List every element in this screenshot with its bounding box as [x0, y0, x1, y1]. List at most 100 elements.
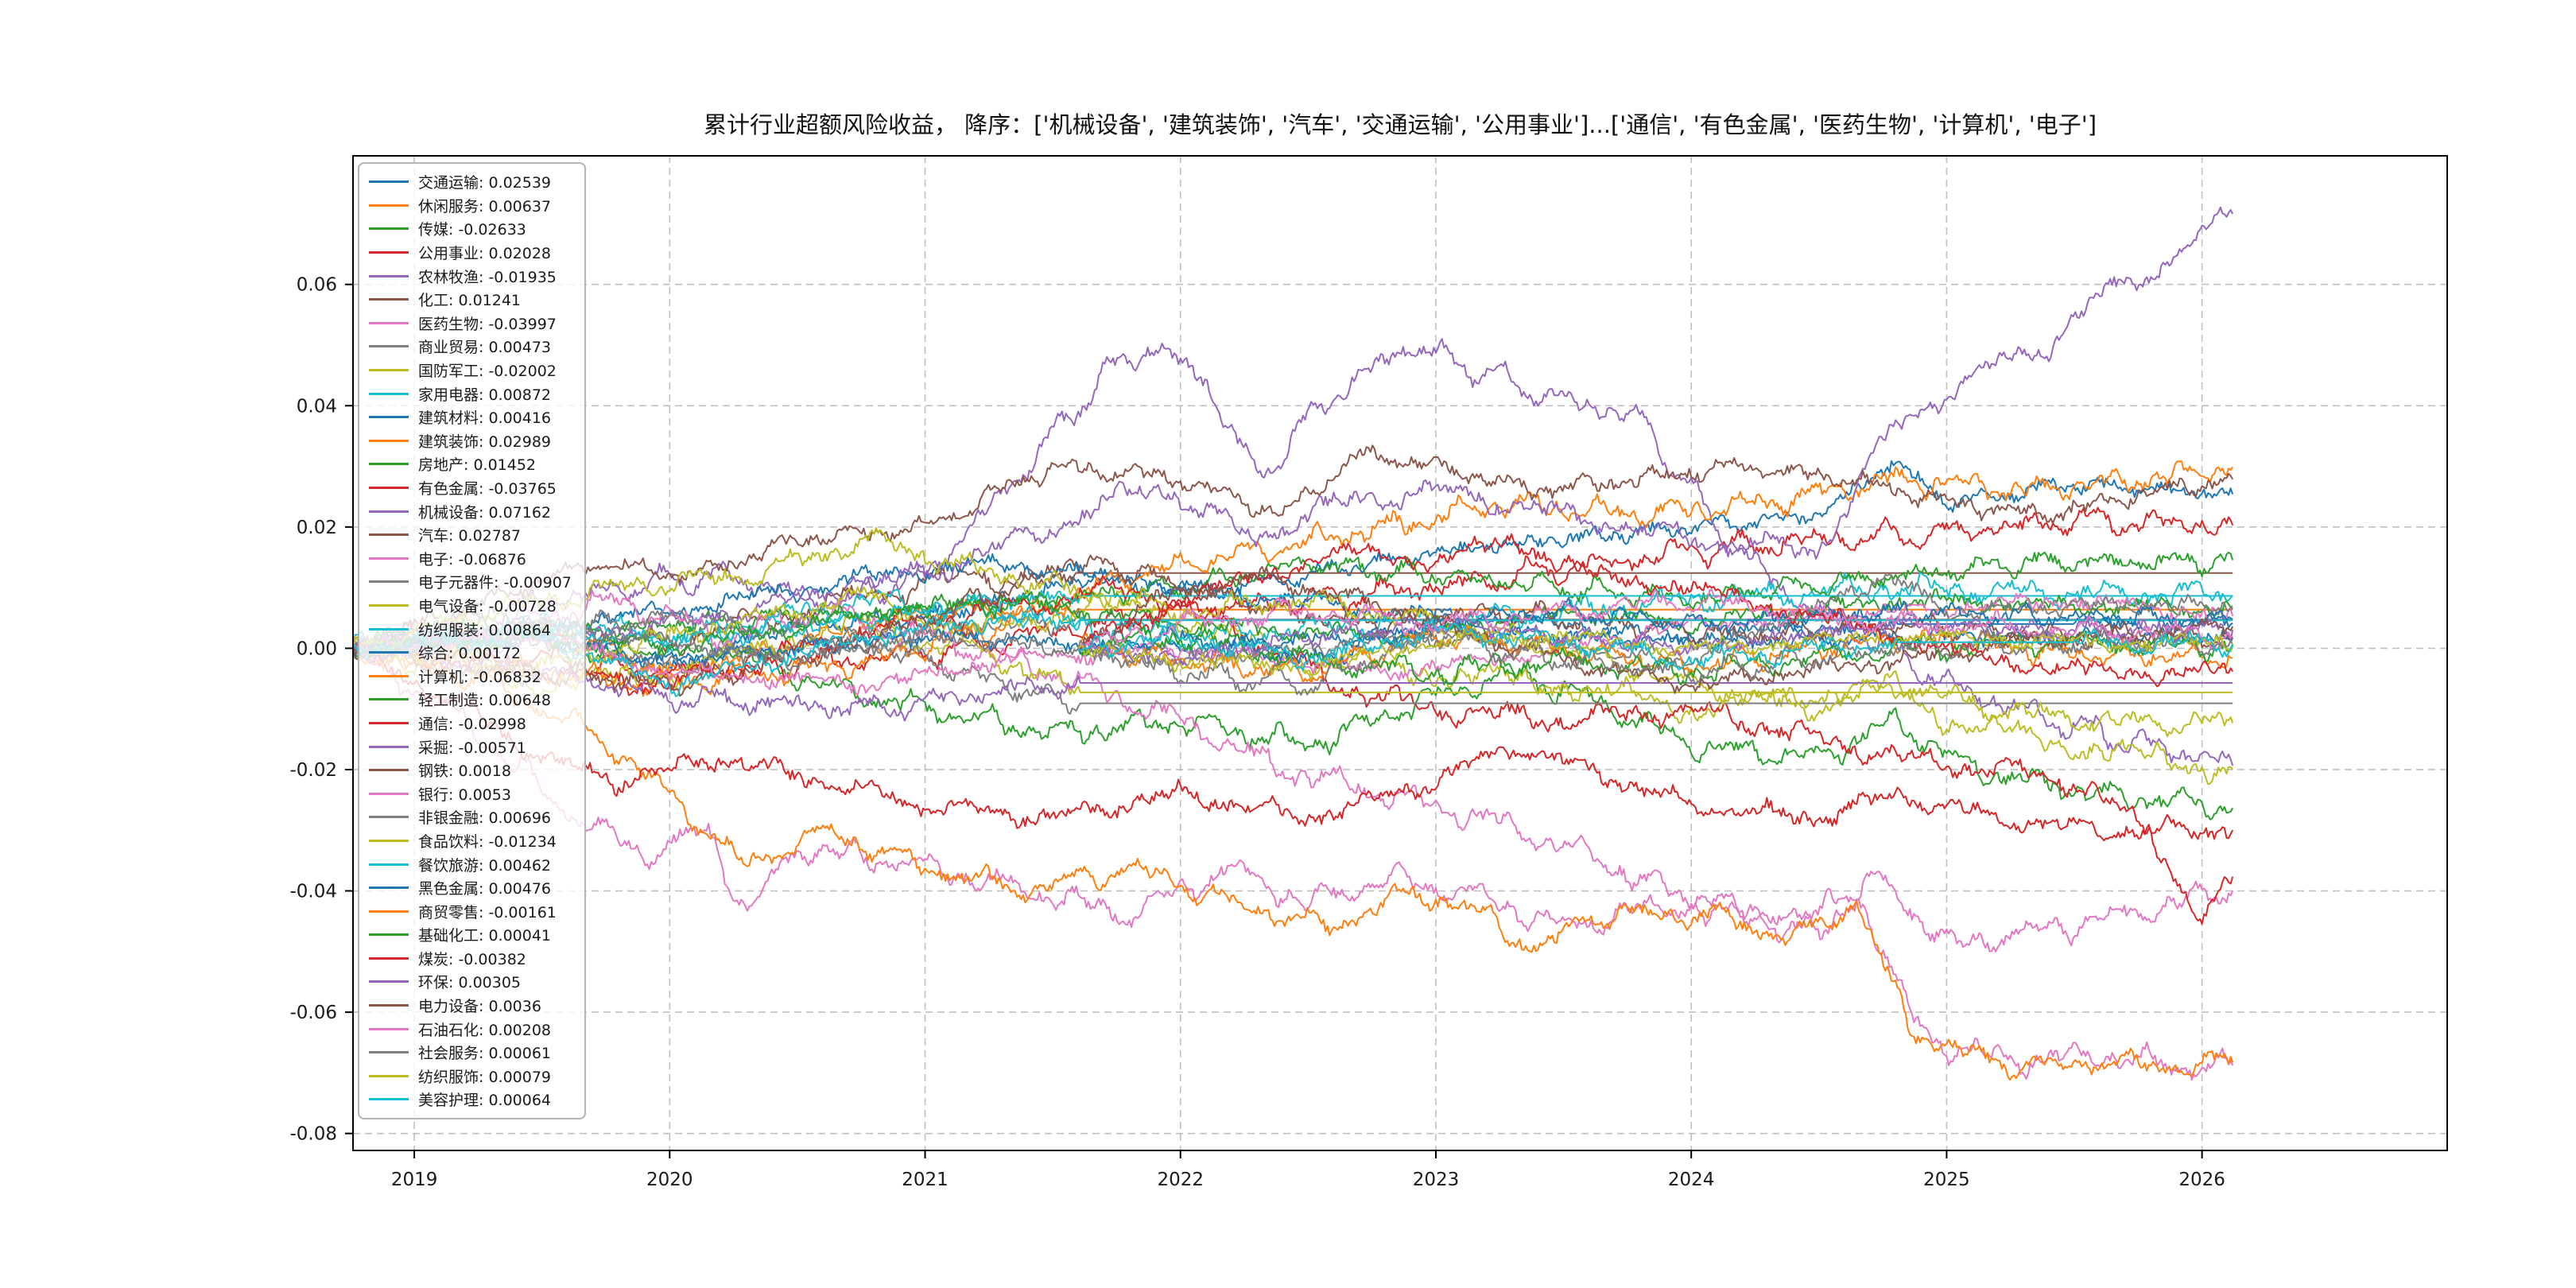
- series-line-40: [1077, 618, 2234, 672]
- x-tick-label: 2021: [902, 1170, 949, 1190]
- legend-label: 餐饮旅游: 0.00462: [418, 856, 552, 875]
- series-line-15: [352, 206, 2234, 661]
- chart-title: 累计行业超额风险收益， 降序：['机械设备', '建筑装饰', '汽车', '交…: [703, 111, 2097, 138]
- series-line-28: [352, 573, 2233, 672]
- legend-item: 农林牧渔: -0.01935: [369, 264, 572, 288]
- legend-label: 纺织服饰: 0.00079: [418, 1068, 552, 1086]
- series-line-17: [352, 589, 2234, 1081]
- legend-item: 环保: 0.00305: [369, 970, 572, 994]
- series-line-35: [1077, 615, 2234, 666]
- legend-line-sample: [369, 392, 409, 395]
- legend-label: 计算机: -0.06832: [418, 668, 541, 686]
- series-line-4: [352, 506, 2234, 685]
- legend-label: 美容护理: 0.00064: [418, 1092, 552, 1110]
- legend-label: 建筑材料: 0.00416: [418, 409, 552, 428]
- series-line-25: [352, 645, 2233, 722]
- legend-item: 电子: -0.06876: [369, 547, 572, 571]
- series-line-16: [352, 444, 2234, 654]
- legend-label: 医药生物: -0.03997: [418, 315, 557, 333]
- legend-label: 电力设备: 0.0036: [418, 998, 541, 1016]
- legend-label: 建筑装饰: 0.02989: [418, 433, 552, 451]
- legend-label: 非银金融: 0.00696: [418, 809, 552, 828]
- legend-line-sample: [369, 180, 409, 184]
- series-line-34: [1077, 533, 2234, 688]
- legend-line-sample: [369, 745, 409, 748]
- legend-line-sample: [369, 416, 409, 419]
- legend-item: 煤炭: -0.00382: [369, 947, 572, 971]
- y-tick-label: -0.02: [289, 760, 337, 781]
- legend-item: 食品饮料: -0.01234: [369, 829, 572, 853]
- legend-line-sample: [369, 580, 409, 584]
- legend-line-sample: [369, 933, 409, 937]
- legend-line-sample: [369, 792, 409, 795]
- legend-item: 计算机: -0.06832: [369, 664, 572, 688]
- y-tick-label: 0.04: [297, 396, 337, 417]
- legend-item: 纺织服饰: 0.00079: [369, 1065, 572, 1088]
- legend-label: 电子元器件: -0.00907: [418, 574, 572, 592]
- x-tick-label: 2022: [1157, 1170, 1204, 1190]
- legend-label: 采掘: -0.00571: [418, 739, 526, 757]
- legend-label: 机械设备: 0.07162: [418, 503, 552, 522]
- legend-line-sample: [369, 886, 409, 890]
- legend-line-sample: [369, 721, 409, 724]
- legend-line-sample: [369, 251, 409, 254]
- legend-line-sample: [369, 627, 409, 630]
- legend-item: 公用事业: 0.02028: [369, 241, 572, 265]
- legend-item: 纺织服装: 0.00864: [369, 617, 572, 641]
- y-tick-label: -0.06: [289, 1003, 337, 1023]
- legend-line-sample: [369, 487, 409, 490]
- series-line-7: [352, 642, 2234, 952]
- legend-item: 房地产: 0.01452: [369, 452, 572, 476]
- legend-item: 交通运输: 0.02539: [369, 170, 572, 194]
- legend-item: 家用电器: 0.00872: [369, 382, 572, 405]
- series-line-24: [352, 641, 2234, 842]
- legend-line-sample: [369, 298, 409, 301]
- series-line-22: [352, 646, 2234, 1081]
- legend-label: 食品饮料: -0.01234: [418, 832, 557, 851]
- legend-line-sample: [369, 698, 409, 701]
- series-line-14: [352, 575, 2234, 925]
- series-line-29: [352, 527, 2234, 738]
- series-line-3: [352, 616, 2234, 821]
- legend-item: 建筑装饰: 0.02989: [369, 429, 572, 453]
- y-tick-label: -0.08: [289, 1124, 337, 1145]
- legend-line-sample: [369, 910, 409, 913]
- x-tick-label: 2026: [2178, 1170, 2225, 1190]
- legend-label: 社会服务: 0.00061: [418, 1045, 552, 1063]
- y-tick-label: 0.02: [297, 518, 337, 538]
- legend-item: 建筑材料: 0.00416: [369, 405, 572, 429]
- legend-line-sample: [369, 1027, 409, 1030]
- legend-item: 商业贸易: 0.00473: [369, 335, 572, 359]
- legend-line-sample: [369, 227, 409, 231]
- legend-item: 国防军工: -0.02002: [369, 359, 572, 382]
- legend-line-sample: [369, 816, 409, 819]
- series-line-36: [1077, 565, 2234, 694]
- legend-line-sample: [369, 674, 409, 677]
- legend-line-sample: [369, 463, 409, 466]
- legend-label: 家用电器: 0.00872: [418, 386, 552, 404]
- legend-label: 钢铁: 0.0018: [418, 762, 511, 781]
- legend-line-sample: [369, 651, 409, 654]
- legend-line-sample: [369, 321, 409, 324]
- legend-item: 石油石化: 0.00208: [369, 1017, 572, 1041]
- legend-item: 电子元器件: -0.00907: [369, 570, 572, 594]
- legend-label: 化工: 0.01241: [418, 292, 522, 310]
- series-line-1: [352, 460, 2234, 669]
- x-tick-label: 2020: [646, 1170, 693, 1190]
- legend-line-sample: [369, 510, 409, 513]
- legend-label: 交通运输: 0.02539: [418, 174, 552, 192]
- legend-label: 汽车: 0.02787: [418, 527, 522, 545]
- legend-label: 有色金属: -0.03765: [418, 480, 557, 499]
- series-line-2: [352, 599, 2233, 675]
- legend-item: 汽车: 0.02787: [369, 523, 572, 547]
- legend-item: 医药生物: -0.03997: [369, 312, 572, 336]
- legend-line-sample: [369, 557, 409, 560]
- legend-label: 环保: 0.00305: [418, 974, 522, 992]
- legend-item: 有色金属: -0.03765: [369, 476, 572, 500]
- x-tick-label: 2023: [1413, 1170, 1460, 1190]
- y-tick-label: 0.06: [297, 275, 337, 296]
- legend: 交通运输: 0.02539 休闲服务: 0.00637 传媒: -0.02633 公用…: [358, 162, 586, 1119]
- legend-label: 电子: -0.06876: [418, 550, 526, 568]
